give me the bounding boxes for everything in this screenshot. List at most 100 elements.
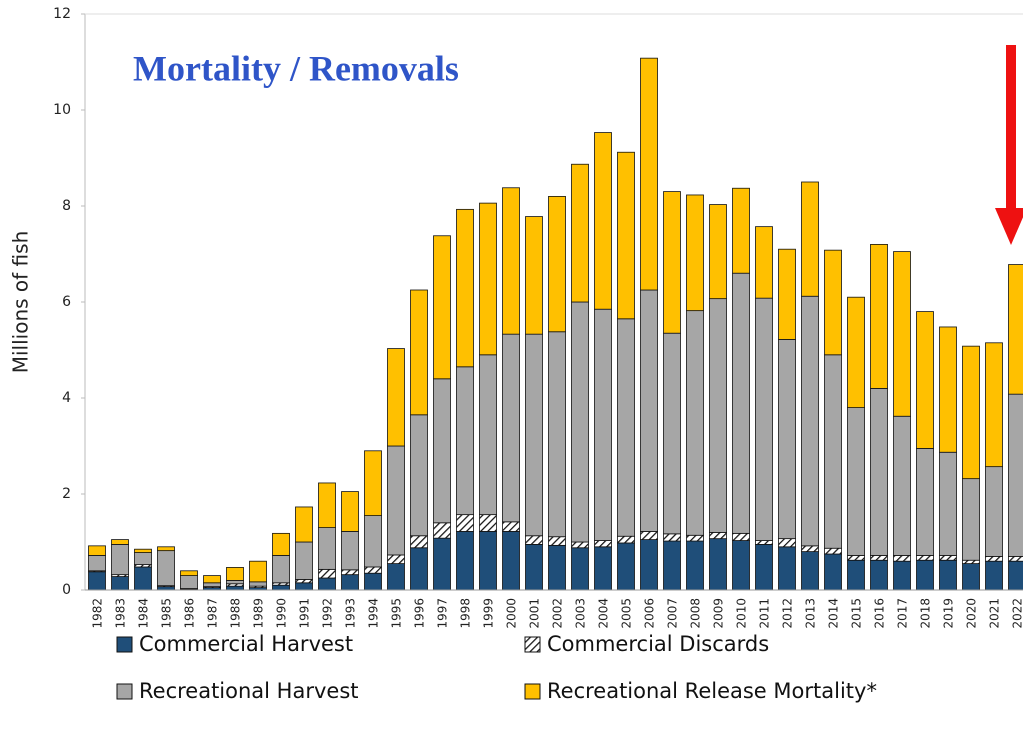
bar-segment [985, 556, 1003, 562]
x-tick-label: 1996 [413, 598, 427, 629]
bar-segment [801, 181, 819, 297]
bar-segment [364, 572, 382, 591]
bar-segment [88, 571, 106, 591]
bar-segment [709, 532, 727, 540]
bar-segment [640, 539, 658, 591]
bar-segment [479, 514, 497, 532]
bar-segment [824, 553, 842, 591]
bar-segment [1008, 393, 1023, 557]
bar-segment [180, 575, 198, 589]
bar-segment [249, 581, 267, 587]
bar-segment [962, 559, 980, 564]
y-tick-label: 4 [62, 390, 71, 406]
bar-segment [962, 478, 980, 561]
bar-segment [893, 555, 911, 562]
bar-segment [387, 445, 405, 556]
legend-label: Recreational Release Mortality* [547, 679, 877, 703]
x-tick-label: 1987 [206, 598, 220, 629]
bar-segment [571, 301, 589, 543]
bar-segment [525, 535, 543, 545]
bar-segment [88, 545, 106, 556]
bar-segment [985, 466, 1003, 557]
bar-segment [502, 187, 520, 335]
bar-segment [1008, 560, 1023, 591]
chart-title: Mortality / Removals [133, 48, 459, 88]
bar-segment [962, 563, 980, 591]
legend-label: Commercial Discards [547, 632, 769, 656]
bar-segment [847, 555, 865, 561]
x-tick-label: 1983 [114, 598, 128, 629]
bar-segment [732, 187, 750, 274]
arrow [995, 45, 1023, 245]
bar-segment [571, 163, 589, 303]
bar-segment [732, 540, 750, 591]
x-tick-label: 2009 [712, 598, 726, 629]
bar-segment [456, 208, 474, 368]
bar-segment [203, 582, 221, 588]
bar-segment [824, 354, 842, 549]
bar-segment [801, 295, 819, 547]
bar-segment [548, 331, 566, 538]
bar-segment [157, 546, 175, 552]
bar-segment [479, 531, 497, 591]
bar-segment [755, 226, 773, 299]
x-tick-label: 1988 [229, 598, 243, 629]
x-tick-label: 2018 [919, 598, 933, 629]
bar-segment [916, 311, 934, 449]
x-tick-label: 2002 [551, 598, 565, 629]
bar-segment [410, 414, 428, 537]
bar-segment [571, 541, 589, 549]
bar-segment [617, 535, 635, 544]
bar-segment [548, 195, 566, 333]
bar-segment [755, 297, 773, 541]
legend-label: Commercial Harvest [139, 632, 353, 656]
bar-segment [847, 559, 865, 591]
bar-segment [709, 204, 727, 300]
x-tick-label: 1982 [91, 598, 105, 629]
bar-segment [778, 546, 796, 591]
x-tick-label: 1984 [137, 598, 151, 629]
bar-segment [341, 491, 359, 532]
x-tick-label: 2010 [735, 598, 749, 629]
bar-segment [111, 576, 129, 591]
x-tick-label: 2005 [620, 598, 634, 629]
bar-segment [755, 540, 773, 545]
bar-segment [663, 332, 681, 535]
x-tick-label: 2007 [666, 598, 680, 629]
bar-segment [410, 289, 428, 416]
y-tick-label: 2 [62, 486, 71, 502]
bar-segment [548, 536, 566, 546]
bar-segment [88, 555, 106, 572]
bar-segment [295, 541, 313, 580]
x-tick-label: 2017 [896, 598, 910, 629]
bar-segment [686, 194, 704, 312]
bar-segment [617, 542, 635, 591]
x-tick-label: 2011 [758, 598, 772, 629]
bar-segment [134, 548, 152, 553]
x-tick-label: 1997 [436, 598, 450, 629]
bar-segment [594, 132, 612, 310]
bar-segment [433, 235, 451, 380]
x-tick-label: 1994 [367, 598, 381, 629]
x-tick-label: 2003 [574, 598, 588, 629]
x-tick-label: 2008 [689, 598, 703, 629]
bar-segment [226, 580, 244, 585]
x-tick-label: 2001 [528, 598, 542, 629]
bar-segment [479, 202, 497, 356]
bar-segment [387, 554, 405, 565]
legend-label: Recreational Harvest [139, 679, 359, 703]
legend-swatch [116, 636, 133, 653]
bar-segment [893, 251, 911, 417]
x-tick-label: 1992 [321, 598, 335, 629]
legend-swatch [524, 636, 541, 653]
arrow-head [995, 208, 1023, 245]
bar-segment [525, 544, 543, 591]
bar-segment [456, 366, 474, 516]
bar-segment [870, 387, 888, 556]
bar-segment [341, 569, 359, 576]
x-tick-label: 2016 [873, 598, 887, 629]
bar-segment [433, 378, 451, 524]
x-tick-label: 2022 [1011, 598, 1023, 629]
bar-segment [1008, 556, 1023, 562]
bar-segment [893, 560, 911, 591]
